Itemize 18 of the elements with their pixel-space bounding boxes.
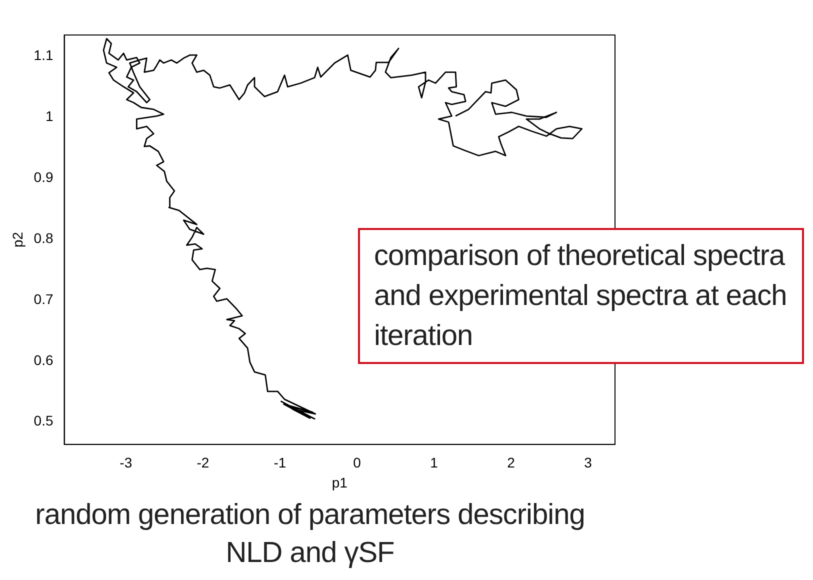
x-axis-title: p1 — [332, 474, 348, 490]
x-tick-label: 2 — [507, 454, 516, 471]
x-tick-label: -2 — [196, 454, 210, 471]
x-tick-label: -1 — [274, 454, 286, 471]
text: random generation of parameters describing NLD and γSF — [34, 498, 586, 571]
x-tick-label: -3 — [120, 454, 132, 471]
y-tick-label: 1.1 — [34, 47, 54, 64]
y-tick-label: 0.6 — [34, 352, 54, 368]
y-tick-label: 0.9 — [34, 169, 54, 186]
y-tick-label: 0.7 — [34, 290, 54, 307]
y-tick-label: 1 — [45, 108, 54, 124]
y-axis-title: p2 — [9, 232, 26, 248]
y-tick-label: 0.8 — [34, 230, 54, 246]
y-tick-label: 0.5 — [34, 412, 54, 429]
x-tick-label: 1 — [430, 454, 438, 471]
x-tick-label: 0 — [353, 454, 362, 471]
x-tick-label: 3 — [584, 454, 592, 471]
annotation: comparison of theoretical spectra and experimental spectra at each iteration — [358, 228, 804, 364]
